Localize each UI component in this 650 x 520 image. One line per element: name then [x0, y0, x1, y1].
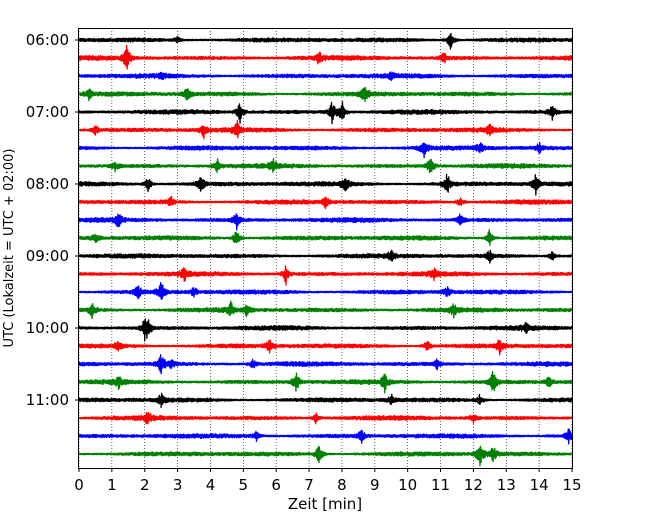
trace-1100 — [78, 392, 573, 408]
y-tick-label-2: 08:00 — [26, 175, 69, 193]
x-ticks: 0 1 2 3 4 5 6 7 8 9 10 11 12 13 14 15 — [74, 468, 582, 494]
x-axis-label: Zeit [min] — [288, 495, 362, 513]
x-tick-label-3: 3 — [173, 476, 183, 494]
x-tick-label-5: 5 — [239, 476, 249, 494]
trace-0830 — [78, 213, 573, 231]
trace-1130 — [78, 428, 573, 445]
trace-0630 — [78, 71, 573, 82]
x-tick-label-4: 4 — [206, 476, 216, 494]
trace-0930 — [78, 282, 573, 300]
traces — [78, 32, 573, 467]
x-tick-label-2: 2 — [140, 476, 150, 494]
x-tick-label-15: 15 — [562, 476, 581, 494]
trace-0715 — [78, 120, 573, 140]
x-tick-label-10: 10 — [398, 476, 417, 494]
x-tick-label-11: 11 — [431, 476, 450, 494]
trace-0730 — [78, 141, 573, 159]
x-tick-label-7: 7 — [304, 476, 314, 494]
trace-0700 — [78, 100, 573, 125]
x-tick-label-9: 9 — [370, 476, 380, 494]
x-tick-label-14: 14 — [530, 476, 549, 494]
x-tick-label-13: 13 — [497, 476, 516, 494]
trace-0600 — [78, 32, 573, 50]
trace-1000 — [78, 318, 573, 342]
x-tick-label-0: 0 — [74, 476, 84, 494]
y-tick-label-0: 06:00 — [26, 31, 69, 49]
trace-1015 — [78, 339, 573, 356]
x-tick-label-8: 8 — [337, 476, 347, 494]
y-tick-label-1: 07:00 — [26, 103, 69, 121]
trace-0900 — [78, 249, 573, 264]
plot-frame — [78, 28, 573, 469]
y-tick-label-4: 10:00 — [26, 319, 69, 337]
trace-0915 — [78, 265, 573, 286]
trace-1030 — [78, 354, 573, 375]
trace-0745 — [78, 157, 573, 174]
y-tick-label-5: 11:00 — [26, 391, 69, 409]
trace-0845 — [78, 228, 573, 247]
x-tick-label-12: 12 — [464, 476, 483, 494]
x-tick-label-6: 6 — [271, 476, 281, 494]
y-ticks: 06:00 07:00 08:00 09:00 10:00 11:00 — [26, 31, 79, 409]
y-axis-label: UTC (Lokalzeit = UTC + 02:00) — [2, 149, 17, 348]
trace-1145 — [78, 445, 573, 467]
trace-1115 — [78, 412, 573, 425]
trace-0800 — [78, 173, 573, 196]
trace-0945 — [78, 300, 573, 320]
trace-0645 — [78, 87, 573, 103]
x-tick-label-1: 1 — [107, 476, 117, 494]
trace-0815 — [78, 195, 573, 210]
y-tick-label-3: 09:00 — [26, 247, 69, 265]
trace-0615 — [78, 44, 573, 70]
trace-1045 — [78, 370, 573, 394]
